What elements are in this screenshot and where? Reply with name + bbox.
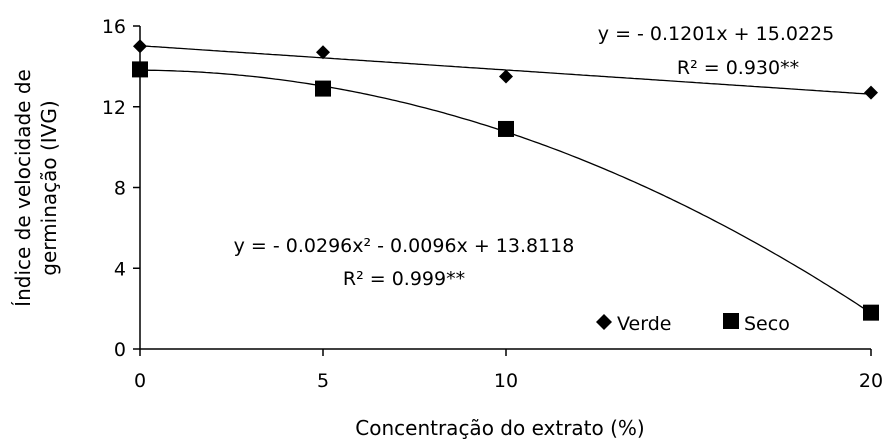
point-seco-10 xyxy=(498,121,514,137)
trendline-seco xyxy=(140,70,871,313)
verde-r2: R² = 0.930** xyxy=(677,57,799,79)
point-seco-20 xyxy=(863,305,879,321)
legend: Verde Seco xyxy=(596,313,790,335)
point-verde-20 xyxy=(864,86,878,100)
trendlines xyxy=(140,46,871,313)
point-verde-10 xyxy=(499,69,513,83)
y-tick-label-0: 0 xyxy=(114,339,126,361)
point-verde-0 xyxy=(133,39,147,53)
annotations: y = - 0.1201x + 15.0225 R² = 0.930** y =… xyxy=(234,23,835,290)
x-tick-label-10: 10 xyxy=(494,370,518,392)
y-axis-title-line-1: Índice de velocidade de xyxy=(11,69,35,307)
verde-equation: y = - 0.1201x + 15.0225 xyxy=(598,23,834,45)
legend-seco-label: Seco xyxy=(744,313,790,335)
x-tick-label-0: 0 xyxy=(134,370,146,392)
legend-seco-square-icon xyxy=(723,313,739,329)
seco-equation: y = - 0.0296x² - 0.0096x + 13.8118 xyxy=(234,235,575,257)
x-ticks: 0 5 10 20 xyxy=(134,349,883,392)
y-axis-title-line-2: germinação (IVG) xyxy=(37,100,61,275)
x-tick-label-5: 5 xyxy=(317,370,329,392)
x-axis-title: Concentração do extrato (%) xyxy=(355,416,644,440)
legend-verde-diamond-icon xyxy=(596,314,612,330)
markers xyxy=(132,39,879,320)
y-axis-title: Índice de velocidade de germinação (IVG) xyxy=(11,69,61,307)
y-tick-label-4: 4 xyxy=(114,258,126,280)
point-seco-5 xyxy=(315,81,331,97)
legend-verde-label: Verde xyxy=(617,313,671,335)
point-seco-0 xyxy=(132,61,148,77)
y-tick-label-12: 12 xyxy=(102,97,126,119)
seco-r2: R² = 0.999** xyxy=(343,268,465,290)
y-tick-label-16: 16 xyxy=(102,16,126,38)
y-tick-label-8: 8 xyxy=(114,178,126,200)
x-tick-label-20: 20 xyxy=(859,370,883,392)
